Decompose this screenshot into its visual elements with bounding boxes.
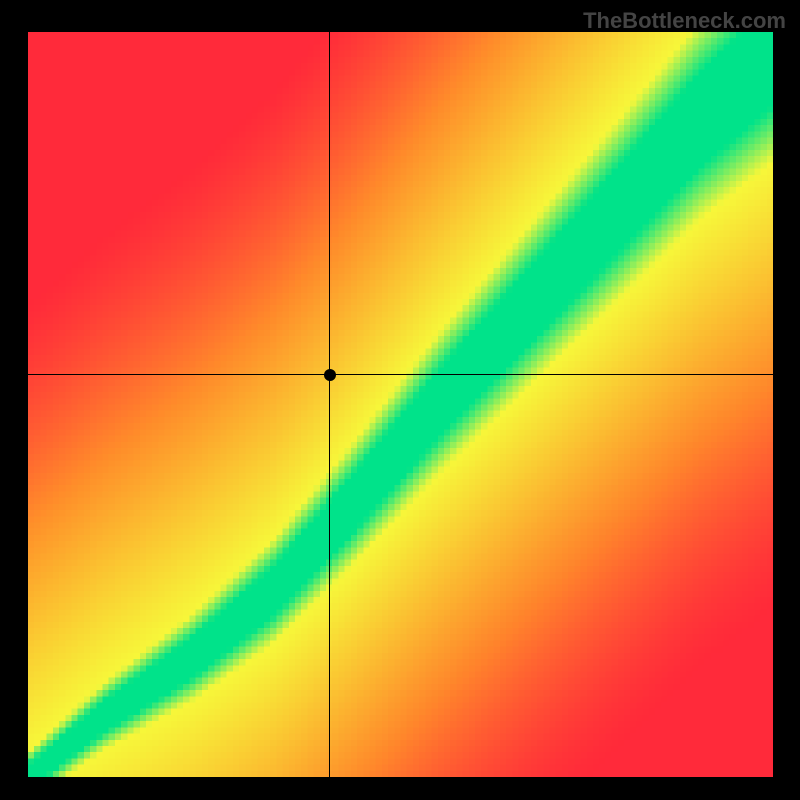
watermark-text: TheBottleneck.com (583, 8, 786, 34)
crosshair-vertical (329, 32, 330, 777)
chart-container: TheBottleneck.com (0, 0, 800, 800)
data-point-marker (324, 369, 336, 381)
heatmap-canvas (28, 32, 773, 777)
crosshair-horizontal (28, 374, 773, 375)
